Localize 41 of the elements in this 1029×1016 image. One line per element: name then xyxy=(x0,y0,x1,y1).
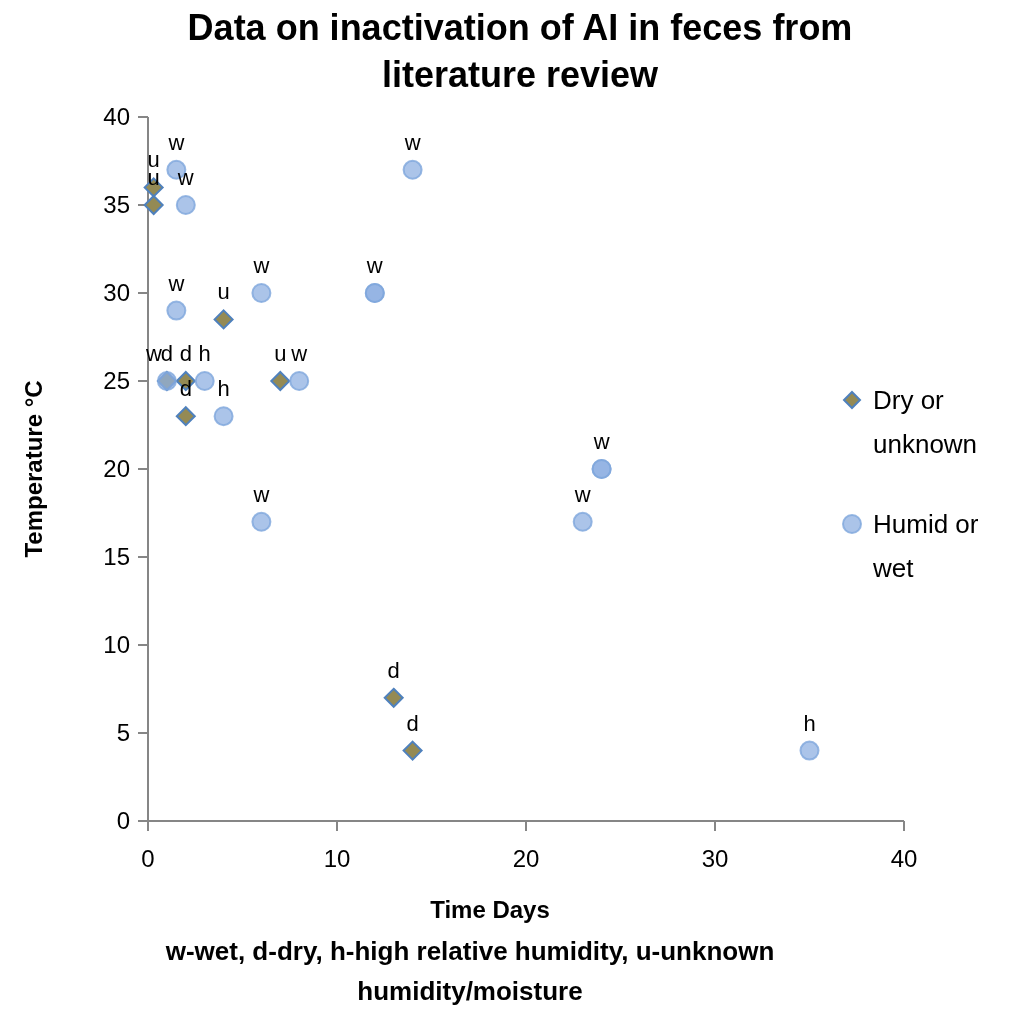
data-label: w xyxy=(573,481,591,507)
x-tick-label: 10 xyxy=(323,845,351,872)
y-tick-label: 35 xyxy=(103,191,130,219)
data-label: d xyxy=(387,657,400,683)
x-tick-label: 0 xyxy=(141,845,155,872)
y-tick-label: 30 xyxy=(103,279,130,307)
x-tick-label: 20 xyxy=(512,845,540,872)
data-label: u xyxy=(274,341,287,366)
data-label: h xyxy=(217,376,230,402)
data-label: w xyxy=(167,129,185,155)
data-label: d xyxy=(179,341,192,366)
y-tick-label: 40 xyxy=(103,103,130,131)
y-tick-label: 0 xyxy=(116,807,130,835)
legend-label: Humid or wet xyxy=(872,509,979,584)
data-label: w xyxy=(252,481,270,507)
y-tick-label: 5 xyxy=(116,719,130,747)
legend-label: Dry or unknown xyxy=(873,385,978,460)
data-label: u xyxy=(147,147,160,173)
data-label: w xyxy=(167,270,185,296)
x-tick-label: 40 xyxy=(890,845,918,872)
data-label: w xyxy=(290,341,308,366)
x-axis-title: Time Days xyxy=(430,896,550,923)
data-label: u xyxy=(217,279,230,305)
y-tick-label: 15 xyxy=(103,543,130,571)
data-label: w xyxy=(176,165,194,190)
y-tick-label: 25 xyxy=(103,367,130,395)
data-label: w xyxy=(144,341,162,366)
y-tick-label: 20 xyxy=(103,455,130,483)
data-label: w xyxy=(403,129,421,155)
chart-title: Data on inactivation of AI in feces from literature review xyxy=(187,7,853,95)
data-label: d xyxy=(160,341,174,366)
data-label: w xyxy=(592,429,610,454)
data-label: d xyxy=(406,710,419,736)
x-tick-label: 30 xyxy=(701,845,729,872)
data-label: h xyxy=(803,710,816,736)
data-label: w xyxy=(252,253,270,278)
text: w-wet, d-dry, h-high relative humidity, u-unknown humidity/moisture xyxy=(164,936,775,1006)
y-tick-label: 10 xyxy=(103,631,130,659)
y-axis-title: Temperature °C xyxy=(20,380,47,558)
data-label: h xyxy=(198,341,211,366)
data-label: w xyxy=(365,253,383,278)
